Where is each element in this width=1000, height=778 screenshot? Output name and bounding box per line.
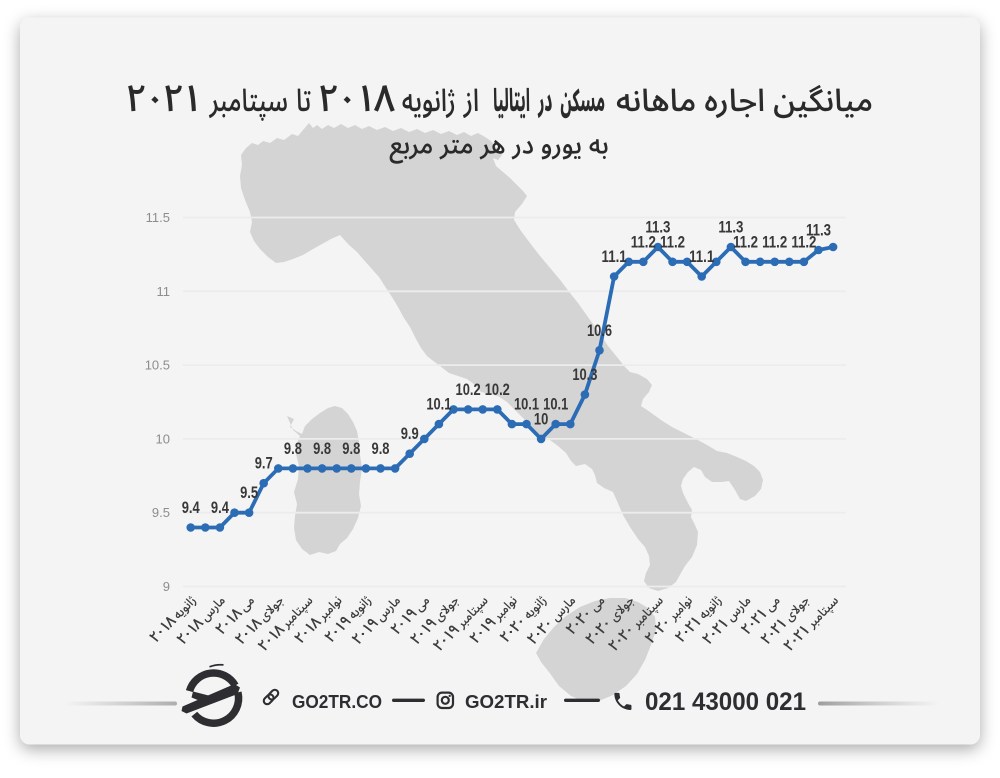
svg-text:10.6: 10.6: [587, 321, 612, 340]
svg-text:10.5: 10.5: [145, 358, 170, 373]
svg-text:10.1: 10.1: [543, 395, 568, 414]
svg-text:9.4: 9.4: [182, 498, 200, 517]
svg-text:11.2: 11.2: [660, 232, 685, 251]
svg-text:9.5: 9.5: [240, 483, 258, 502]
svg-text:9.8: 9.8: [372, 439, 390, 458]
svg-text:9.8: 9.8: [342, 439, 360, 458]
svg-text:GO2TR.ir: GO2TR.ir: [465, 691, 547, 712]
svg-text:11.1: 11.1: [689, 247, 714, 266]
svg-text:10.2: 10.2: [485, 380, 510, 399]
svg-text:GO2TR.CO: GO2TR.CO: [292, 691, 382, 712]
svg-text:11.5: 11.5: [146, 210, 170, 225]
svg-text:11.3: 11.3: [718, 218, 743, 237]
svg-text:11.1: 11.1: [602, 247, 627, 266]
svg-text:11.2: 11.2: [791, 232, 816, 251]
svg-text:9.8: 9.8: [313, 439, 331, 458]
svg-text:11.2: 11.2: [631, 232, 656, 251]
svg-text:9.8: 9.8: [284, 439, 302, 458]
svg-text:11.2: 11.2: [762, 232, 787, 251]
svg-text:11.3: 11.3: [806, 221, 831, 240]
svg-text:9.7: 9.7: [255, 454, 273, 473]
svg-text:10: 10: [156, 431, 170, 446]
svg-text:10.1: 10.1: [514, 395, 539, 414]
svg-text:021 43000 021: 021 43000 021: [645, 688, 806, 716]
svg-text:9.4: 9.4: [211, 498, 229, 517]
svg-text:9.5: 9.5: [152, 505, 170, 520]
svg-text:11.2: 11.2: [733, 232, 758, 251]
svg-text:11.3: 11.3: [645, 218, 670, 237]
svg-text:10.2: 10.2: [456, 380, 481, 399]
svg-text:9: 9: [163, 579, 170, 594]
svg-text:10.3: 10.3: [572, 365, 597, 384]
svg-text:11: 11: [157, 284, 171, 299]
svg-text:10.1: 10.1: [426, 395, 451, 414]
svg-text:10: 10: [534, 409, 548, 428]
svg-text:9.9: 9.9: [401, 424, 419, 443]
